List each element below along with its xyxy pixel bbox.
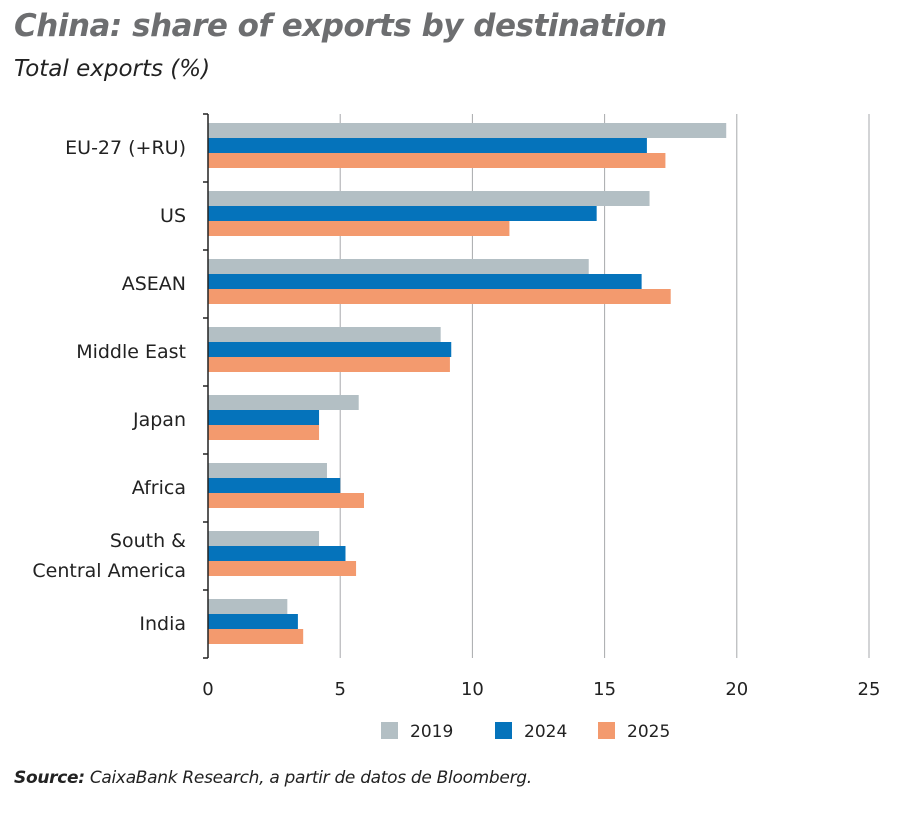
category-label: US xyxy=(160,205,186,227)
legend-label: 2025 xyxy=(627,722,670,742)
bar-2019 xyxy=(208,123,727,138)
legend-swatch-2019 xyxy=(381,722,398,739)
bar-2019 xyxy=(208,327,441,342)
bar-2024 xyxy=(208,410,320,425)
bar-2025 xyxy=(208,561,357,576)
legend-label: 2019 xyxy=(410,722,453,742)
bar-2024 xyxy=(208,274,642,289)
legend-swatch-2025 xyxy=(598,722,615,739)
bar-2025 xyxy=(208,221,510,236)
bar-2025 xyxy=(208,425,320,440)
chart-subtitle: Total exports (%) xyxy=(14,56,211,82)
category-label-line: South & xyxy=(110,530,186,552)
bar-2024 xyxy=(208,138,647,153)
x-tick-label: 5 xyxy=(334,679,345,700)
bar-2024 xyxy=(208,206,597,221)
x-tick-label: 20 xyxy=(725,679,748,700)
category-label-line: ASEAN xyxy=(122,273,186,295)
source-text: CaixaBank Research, a partir de datos de… xyxy=(84,768,532,788)
legend-swatch-2024 xyxy=(495,722,512,739)
bar-2025 xyxy=(208,153,666,168)
bar-2025 xyxy=(208,289,671,304)
category-label: South & Central America xyxy=(32,530,186,582)
category-label-line: India xyxy=(139,613,186,635)
bar-2025 xyxy=(208,357,450,372)
source-note: Source: CaixaBank Research, a partir de … xyxy=(14,768,532,788)
x-tick-label: 0 xyxy=(202,679,213,700)
category-label: Middle East xyxy=(76,341,186,363)
x-tick-label: 10 xyxy=(461,679,484,700)
x-tick-label: 25 xyxy=(858,679,881,700)
category-label-line: Japan xyxy=(132,409,186,431)
bar-2025 xyxy=(208,493,364,508)
category-label-line: US xyxy=(160,205,186,227)
bar-2019 xyxy=(208,599,288,614)
category-label-line: Middle East xyxy=(76,341,186,363)
bar-2019 xyxy=(208,259,589,274)
chart-title: China: share of exports by destination xyxy=(14,8,667,44)
category-label: Africa xyxy=(132,477,186,499)
category-label: ASEAN xyxy=(122,273,186,295)
bar-2019 xyxy=(208,395,359,410)
category-label-line: Africa xyxy=(132,477,186,499)
bar-2019 xyxy=(208,191,650,206)
bar-2025 xyxy=(208,629,304,644)
bar-2019 xyxy=(208,463,327,478)
source-label: Source: xyxy=(14,768,85,788)
bar-2019 xyxy=(208,531,320,546)
x-tick-label: 15 xyxy=(593,679,616,700)
category-label-line: Central America xyxy=(32,560,186,582)
bar-2024 xyxy=(208,614,298,629)
category-label: EU-27 (+RU) xyxy=(65,137,186,159)
category-label-line: EU-27 (+RU) xyxy=(65,137,186,159)
category-label: India xyxy=(139,613,186,635)
category-label: Japan xyxy=(132,409,186,431)
legend-label: 2024 xyxy=(524,722,567,742)
bar-2024 xyxy=(208,546,346,561)
bar-2024 xyxy=(208,342,452,357)
bar-2024 xyxy=(208,478,341,493)
